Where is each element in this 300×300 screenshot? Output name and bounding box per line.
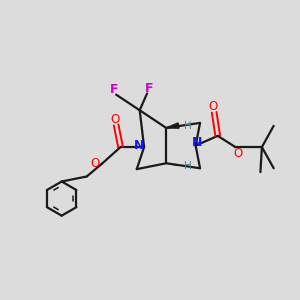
Polygon shape: [166, 123, 179, 128]
Text: F: F: [110, 83, 118, 96]
Text: O: O: [90, 157, 100, 170]
Text: O: O: [208, 100, 217, 113]
Text: O: O: [110, 112, 119, 126]
Text: H: H: [184, 121, 192, 130]
Text: F: F: [145, 82, 154, 95]
Text: N: N: [134, 139, 144, 152]
Text: H: H: [184, 160, 192, 171]
Text: N: N: [192, 136, 202, 148]
Text: O: O: [233, 147, 242, 160]
